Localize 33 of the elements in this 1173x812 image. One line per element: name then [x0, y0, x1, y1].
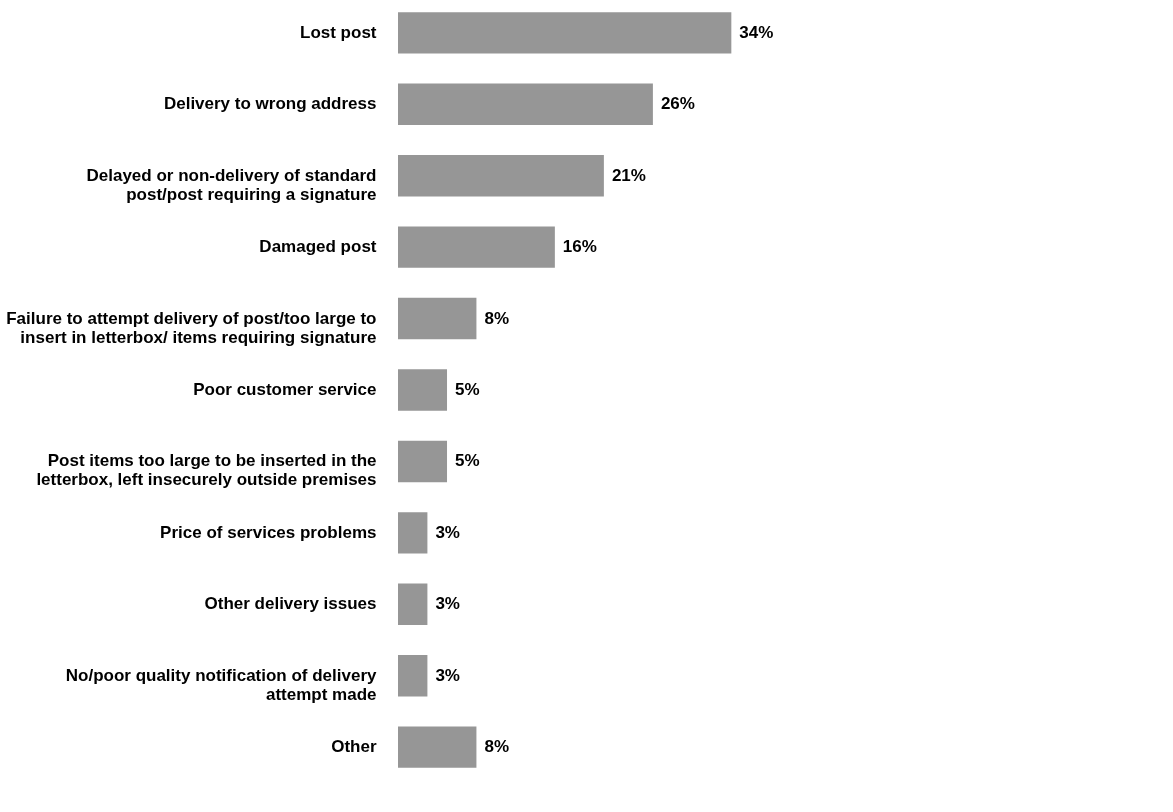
data-label: 8%	[484, 308, 510, 328]
y-tick-label: Price of services problems	[160, 522, 377, 542]
bar	[398, 583, 428, 625]
bar	[398, 655, 428, 697]
data-label: 5%	[455, 380, 480, 399]
data-label: 16%	[562, 237, 597, 257]
data-label: 3%	[435, 522, 460, 542]
bar	[398, 369, 448, 411]
y-tick-label: No/poor quality notification of delivery attempt made	[65, 665, 378, 704]
data-label: 21%	[611, 165, 646, 185]
y-tick-label: Other	[331, 737, 377, 757]
y-tick-label: Failure to attempt delivery of post/too large to insert in letterbox/ items requiring signature	[6, 308, 377, 347]
y-tick-label: Other delivery issues	[204, 594, 377, 614]
y-tick-label: Lost post	[300, 22, 377, 42]
bar	[398, 155, 604, 197]
data-label: 8%	[484, 737, 510, 757]
bar	[398, 12, 732, 54]
bar	[398, 83, 653, 125]
data-label: 3%	[435, 594, 460, 614]
data-label: 5%	[455, 451, 480, 471]
data-label: 34%	[739, 22, 774, 42]
data-label: 26%	[660, 94, 695, 114]
data-label: 3%	[435, 665, 460, 685]
bar	[398, 297, 477, 340]
y-tick-label: Delivery to wrong address	[163, 94, 377, 114]
bar	[398, 226, 555, 268]
y-tick-label: Post items too large to be inserted in the letterbox, left insecurely outside premises	[36, 451, 377, 490]
y-tick-label: Delayed or non-delivery of standard post/post requiring a signature	[86, 165, 377, 204]
bar	[398, 512, 428, 554]
y-tick-label: Damaged post	[259, 237, 377, 257]
bar	[398, 726, 477, 768]
bar	[398, 440, 448, 483]
y-tick-label: Poor customer service	[193, 380, 377, 399]
